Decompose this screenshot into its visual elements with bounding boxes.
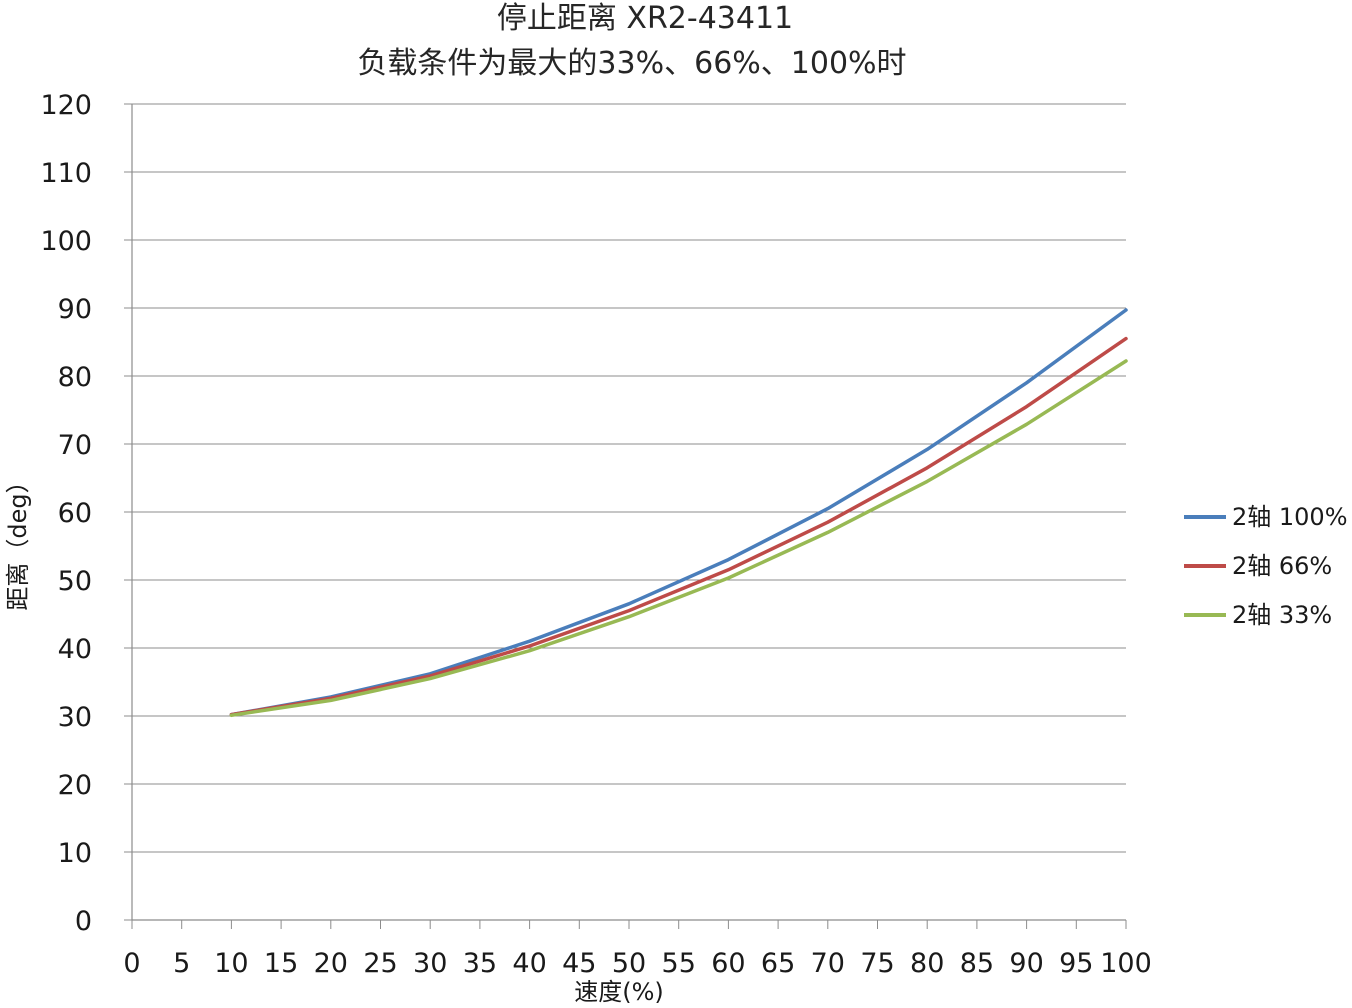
data-point	[429, 677, 432, 680]
x-tick-label: 65	[761, 948, 795, 979]
x-tick-label: 95	[1059, 948, 1093, 979]
y-tick-label: 30	[58, 702, 92, 733]
series-line-1	[229, 336, 1128, 717]
x-tick-label: 80	[910, 948, 944, 979]
x-tick-label: 20	[314, 948, 348, 979]
y-tick-label: 0	[75, 906, 92, 937]
y-tick-label: 20	[58, 770, 92, 801]
x-tick-label: 55	[662, 948, 696, 979]
x-tick-label: 85	[960, 948, 994, 979]
data-point	[329, 699, 332, 702]
data-point	[1025, 405, 1028, 408]
data-point	[727, 576, 730, 580]
x-tick-label: 10	[214, 948, 248, 979]
y-tick-label: 100	[40, 226, 92, 257]
x-tick-label: 15	[264, 948, 298, 979]
x-tick-label: 100	[1100, 948, 1152, 979]
data-point	[528, 644, 531, 648]
y-tick-label: 70	[58, 430, 92, 461]
data-point	[528, 640, 531, 643]
legend-label: 2轴 33%	[1232, 601, 1332, 629]
data-point	[826, 507, 829, 510]
data-point	[230, 714, 233, 717]
data-point	[1124, 308, 1128, 312]
data-point	[627, 615, 631, 618]
data-point	[627, 602, 631, 605]
x-tick-label: 25	[363, 948, 397, 979]
x-tick-label: 50	[612, 948, 646, 979]
y-tick-label: 10	[58, 838, 92, 869]
data-point	[926, 448, 929, 451]
data-point	[1025, 423, 1028, 426]
data-point	[727, 568, 730, 571]
data-point	[826, 521, 829, 524]
legend-label: 2轴 66%	[1232, 552, 1332, 580]
x-tick-labels: 0 5 10 15 20 25 30 35 40 45 50 55 60 65 70 75 80 85 90 95 10…	[123, 948, 1151, 979]
series-line-2	[229, 359, 1128, 718]
x-tick-label: 40	[512, 948, 546, 979]
x-tick-label: 30	[413, 948, 447, 979]
data-point	[727, 558, 730, 561]
x-tick-label: 35	[463, 948, 497, 979]
x-tick-label: 60	[711, 948, 745, 979]
y-tick-label: 50	[58, 566, 92, 597]
gridlines	[132, 103, 1126, 853]
data-point	[926, 466, 929, 469]
x-tick-label: 70	[811, 948, 845, 979]
y-axis-label: 距离（deg）	[4, 469, 32, 610]
x-tick-label: 5	[173, 948, 190, 979]
data-point	[627, 609, 631, 612]
data-point	[528, 649, 531, 652]
chart-title-line1: 停止距离 XR2-43411	[497, 1, 793, 36]
x-tick-label: 45	[562, 948, 596, 979]
y-tick-label: 40	[58, 634, 92, 665]
y-tick-labels: 0 10 20 30 40 50 60 70 80 90 100 110 120	[40, 90, 92, 937]
data-point	[1025, 381, 1028, 384]
chart-title-line2: 负载条件为最大的33%、66%、100%时	[357, 46, 906, 81]
y-tick-label: 120	[40, 90, 92, 121]
series-lines	[229, 308, 1128, 718]
y-tick-label: 80	[58, 362, 92, 393]
y-tick-label: 60	[58, 498, 92, 529]
x-tick-label: 0	[123, 948, 140, 979]
y-tick-label: 90	[58, 294, 92, 325]
x-tick-label: 75	[860, 948, 894, 979]
axes	[124, 103, 1127, 929]
data-point	[1124, 337, 1128, 340]
legend-label: 2轴 100%	[1232, 503, 1348, 531]
data-point	[1124, 359, 1128, 363]
data-point	[926, 480, 929, 483]
data-point	[826, 531, 829, 534]
data-point	[429, 674, 432, 678]
x-tick-label: 90	[1009, 948, 1043, 979]
legend: 2轴 100% 2轴 66% 2轴 33%	[1184, 503, 1348, 629]
y-tick-label: 110	[40, 158, 92, 189]
x-axis-label: 速度(%)	[574, 978, 664, 1006]
